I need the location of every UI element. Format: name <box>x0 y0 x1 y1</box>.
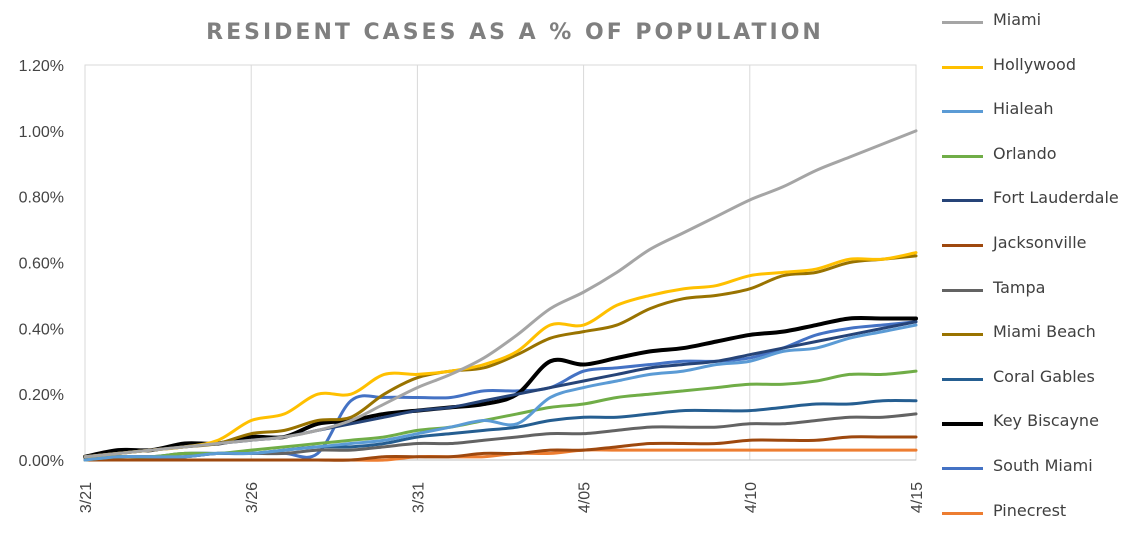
series-line-jacksonville <box>83 435 918 462</box>
legend-item-pinecrest: Pinecrest <box>940 499 1135 543</box>
x-tick-label: 3/21 <box>78 482 95 513</box>
series-line-hollywood <box>83 251 918 459</box>
legend-swatch <box>942 288 983 292</box>
legend-label: Fort Lauderdale <box>993 188 1119 208</box>
legend-swatch <box>942 422 983 427</box>
legend-label: Key Biscayne <box>993 411 1099 431</box>
y-tick-label: 0.60% <box>19 256 64 273</box>
y-tick-label: 1.00% <box>19 124 64 141</box>
legend-label: Miami Beach <box>993 322 1096 342</box>
legend-item-fort-lauderdale: Fort Lauderdale <box>940 186 1135 231</box>
x-tick-label: 4/15 <box>909 482 926 513</box>
series-line-orlando <box>83 369 918 462</box>
legend-item-south-miami: South Miami <box>940 454 1135 499</box>
x-tick-label: 4/10 <box>743 482 760 513</box>
x-tick-label: 3/31 <box>410 482 427 513</box>
legend-item-hollywood: Hollywood <box>940 53 1135 98</box>
legend-label: Miami <box>993 10 1042 29</box>
legend-swatch <box>942 21 983 24</box>
legend-item-tampa: Tampa <box>940 276 1135 321</box>
series-lines <box>83 129 918 462</box>
legend-label: Pinecrest <box>993 500 1067 520</box>
x-tick-labels: 3/21 3/26 3/31 4/05 4/10 4/15 <box>78 482 926 513</box>
series-line-hialeah <box>83 323 918 462</box>
series-line-miami-beach <box>83 254 918 459</box>
legend-swatch <box>942 243 983 247</box>
legend-label: Hialeah <box>993 99 1054 119</box>
legend-swatch <box>942 333 983 337</box>
legend-label: Coral Gables <box>993 366 1095 386</box>
legend-item-orlando: Orlando <box>940 142 1135 187</box>
legend-swatch <box>942 110 983 114</box>
series-line-miami <box>83 129 918 459</box>
legend-swatch <box>942 377 983 381</box>
legend-swatch <box>942 199 983 203</box>
legend-item-hialeah: Hialeah <box>940 97 1135 142</box>
legend: Miami Hollywood Hialeah Orlando Fort Lauderd… <box>940 8 1135 543</box>
y-tick-labels: 0.00% 0.20% 0.40% 0.60% 0.80% 1.00% 1.20% <box>19 58 64 470</box>
y-tick-label: 0.40% <box>19 321 64 338</box>
legend-item-miami-beach: Miami Beach <box>940 320 1135 365</box>
legend-item-key-biscayne: Key Biscayne <box>940 409 1135 454</box>
legend-item-jacksonville: Jacksonville <box>940 231 1135 276</box>
series-line-key-biscayne <box>83 315 918 459</box>
x-tick-label: 3/26 <box>244 482 261 513</box>
legend-label: South Miami <box>993 455 1093 475</box>
legend-swatch <box>942 154 983 158</box>
x-tick-label: 4/05 <box>577 482 594 513</box>
y-tick-label: 0.00% <box>19 453 64 470</box>
chart-title: RESIDENT CASES AS A % OF POPULATION <box>206 20 824 45</box>
legend-label: Hollywood <box>993 54 1076 74</box>
legend-label: Jacksonville <box>993 232 1087 252</box>
legend-swatch <box>942 511 983 515</box>
legend-item-miami: Miami <box>940 8 1135 53</box>
legend-swatch <box>942 466 983 470</box>
legend-label: Orlando <box>993 143 1057 163</box>
y-tick-label: 0.20% <box>19 387 64 404</box>
legend-label: Tampa <box>993 277 1046 297</box>
legend-item-coral-gables: Coral Gables <box>940 365 1135 410</box>
legend-swatch <box>942 65 983 69</box>
y-tick-label: 1.20% <box>19 58 64 75</box>
y-tick-label: 0.80% <box>19 190 64 207</box>
